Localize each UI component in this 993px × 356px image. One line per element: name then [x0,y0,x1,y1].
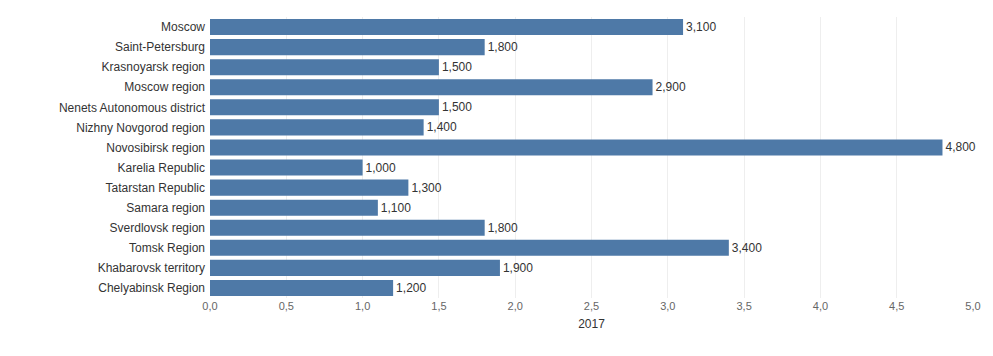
svg-text:Tomsk Region: Tomsk Region [129,241,205,255]
svg-text:Krasnoyarsk region: Krasnoyarsk region [102,60,205,74]
svg-text:Khabarovsk territory: Khabarovsk territory [98,261,205,275]
svg-text:Nizhny Novgorod region: Nizhny Novgorod region [76,121,205,135]
svg-text:3,0: 3,0 [660,300,675,312]
svg-text:3,400: 3,400 [732,241,762,255]
svg-text:Sverdlovsk region: Sverdlovsk region [110,221,205,235]
svg-text:1,5: 1,5 [431,300,446,312]
svg-text:3,5: 3,5 [736,300,751,312]
svg-text:1,100: 1,100 [381,201,411,215]
svg-text:1,300: 1,300 [411,181,441,195]
svg-text:1,800: 1,800 [488,221,518,235]
svg-text:0,5: 0,5 [279,300,294,312]
svg-text:Karelia Republic: Karelia Republic [118,161,205,175]
svg-text:Novosibirsk region: Novosibirsk region [106,141,205,155]
svg-text:1,500: 1,500 [442,100,472,114]
svg-text:4,800: 4,800 [945,140,975,154]
svg-text:2,0: 2,0 [508,300,523,312]
svg-text:Moscow: Moscow [161,20,205,34]
svg-text:2017: 2017 [578,317,605,331]
svg-text:1,400: 1,400 [427,120,457,134]
svg-text:1,0: 1,0 [355,300,370,312]
svg-text:1,000: 1,000 [366,161,396,175]
svg-text:Tatarstan Republic: Tatarstan Republic [106,181,205,195]
svg-text:1,900: 1,900 [503,261,533,275]
svg-text:4,5: 4,5 [889,300,904,312]
svg-text:Chelyabinsk Region: Chelyabinsk Region [98,281,205,295]
svg-text:1,200: 1,200 [396,281,426,295]
svg-text:4,0: 4,0 [813,300,828,312]
svg-text:Nenets Autonomous district: Nenets Autonomous district [59,101,206,115]
svg-text:Saint-Petersburg: Saint-Petersburg [115,40,205,54]
svg-text:0,0: 0,0 [202,300,217,312]
svg-text:5,0: 5,0 [965,300,980,312]
svg-text:Samara region: Samara region [126,201,205,215]
svg-text:1,500: 1,500 [442,60,472,74]
svg-text:2,5: 2,5 [584,300,599,312]
svg-text:3,100: 3,100 [686,20,716,34]
svg-text:1,800: 1,800 [488,40,518,54]
svg-text:Moscow region: Moscow region [124,80,205,94]
svg-text:2,900: 2,900 [656,80,686,94]
